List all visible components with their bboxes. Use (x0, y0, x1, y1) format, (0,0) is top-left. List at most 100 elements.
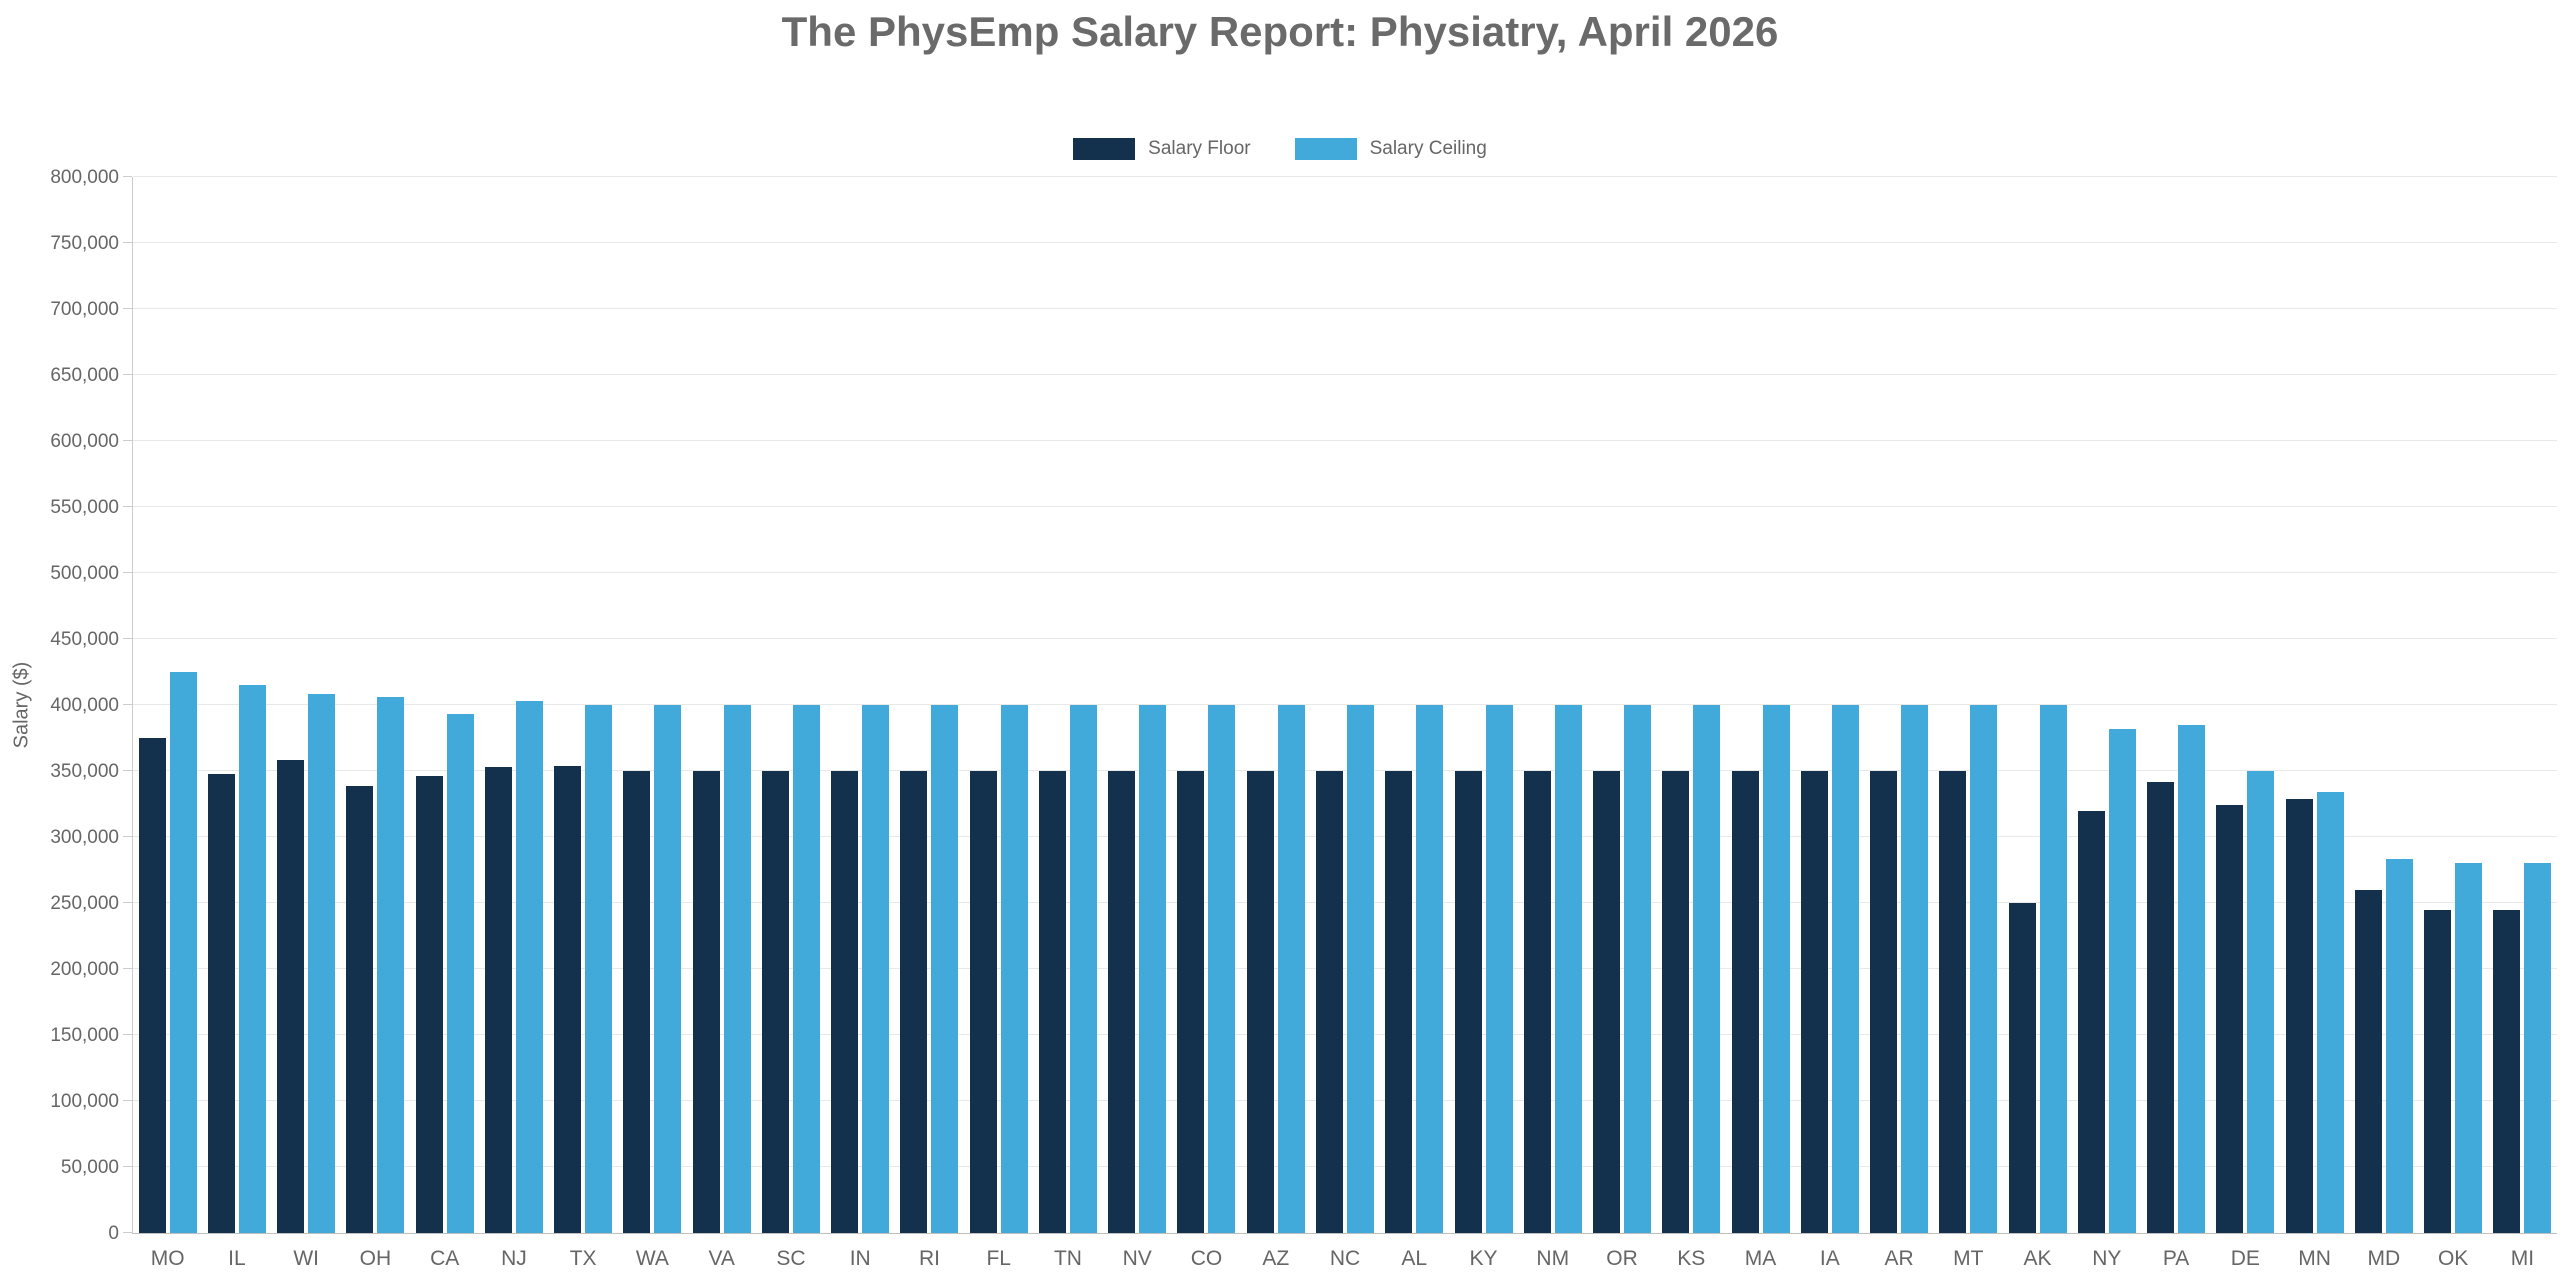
x-tick-label-CA: CA (430, 1247, 460, 1270)
bar-group-NJ (479, 177, 548, 1233)
gridline (133, 902, 2557, 903)
x-tick-label-IL: IL (228, 1247, 246, 1270)
y-tick-label: 400,000 (50, 694, 119, 716)
bar-group-IA (1795, 177, 1864, 1233)
bar-group-KY (1449, 177, 1518, 1233)
bar-floor-WA (623, 771, 651, 1233)
legend-item-salary-floor: Salary Floor (1073, 138, 1251, 160)
y-tick-label: 350,000 (50, 760, 119, 782)
y-tick-label: 550,000 (50, 496, 119, 518)
bar-group-IN (826, 177, 895, 1233)
y-axis-tick (123, 374, 132, 375)
bar-floor-MI (2493, 909, 2521, 1233)
chart-title: The PhysEmp Salary Report: Physiatry, Ap… (781, 8, 1779, 55)
bar-ceiling-OR (1624, 705, 1652, 1233)
bar-ceiling-IN (862, 705, 890, 1233)
x-tick-label-MO: MO (150, 1247, 185, 1270)
x-tick-label-CO: CO (1190, 1247, 1223, 1270)
bar-group-MT (1934, 177, 2003, 1233)
bar-ceiling-IL (238, 685, 266, 1233)
y-axis-tick (123, 176, 132, 177)
bar-ceiling-MT (1970, 705, 1998, 1233)
y-tick-label: 100,000 (50, 1090, 119, 1112)
y-tick-label: 50,000 (60, 1156, 119, 1178)
bar-floor-FL (969, 771, 997, 1233)
gridline (133, 374, 2557, 375)
y-axis-tick (123, 1034, 132, 1035)
y-tick-label: 750,000 (50, 232, 119, 254)
bar-floor-TX (554, 765, 582, 1233)
x-tick-label-MI: MI (2510, 1247, 2535, 1270)
y-axis-tick (123, 968, 132, 969)
bar-floor-AR (1870, 771, 1898, 1233)
x-tick-label-NV: NV (1122, 1247, 1152, 1270)
bar-floor-TN (1038, 771, 1066, 1233)
bar-floor-AL (1385, 771, 1413, 1233)
bar-ceiling-NV (1139, 705, 1167, 1233)
bar-ceiling-WI (308, 694, 336, 1233)
bar-group-MA (1726, 177, 1795, 1233)
x-tick-label-AR: AR (1884, 1247, 1914, 1270)
bar-ceiling-KS (1693, 705, 1721, 1233)
bar-ceiling-TX (585, 705, 613, 1233)
bar-ceiling-MI (2524, 863, 2552, 1233)
bar-ceiling-OK (2455, 863, 2483, 1233)
x-tick-label-NY: NY (2092, 1247, 2122, 1270)
bar-floor-NY (2077, 810, 2105, 1233)
bar-floor-KS (1662, 771, 1690, 1233)
y-tick-label: 0 (108, 1222, 119, 1244)
bar-group-NM (1518, 177, 1587, 1233)
x-tick-label-NM: NM (1536, 1247, 1570, 1270)
bar-ceiling-VA (723, 705, 751, 1233)
bar-ceiling-WA (654, 705, 682, 1233)
y-tick-label: 600,000 (50, 430, 119, 452)
x-tick-label-MT: MT (1953, 1247, 1984, 1270)
x-tick-label-WI: WI (293, 1247, 319, 1270)
bar-ceiling-MO (169, 672, 197, 1233)
y-axis-tick (123, 770, 132, 771)
bar-ceiling-AL (1416, 705, 1444, 1233)
bar-ceiling-NY (2108, 728, 2136, 1233)
bar-group-OH (341, 177, 410, 1233)
bar-group-SC (756, 177, 825, 1233)
gridline (133, 770, 2557, 771)
y-axis-tick (123, 506, 132, 507)
bar-group-NC (1310, 177, 1379, 1233)
bar-group-IL (202, 177, 271, 1233)
y-tick-label: 200,000 (50, 958, 119, 980)
x-tick-label-OH: OH (359, 1247, 392, 1270)
bar-floor-OK (2424, 909, 2452, 1233)
gridline (133, 506, 2557, 507)
x-tick-label-FL: FL (986, 1247, 1011, 1270)
bar-ceiling-AZ (1277, 705, 1305, 1233)
bar-floor-NJ (484, 767, 512, 1233)
x-tick-label-AL: AL (1401, 1247, 1428, 1270)
x-tick-label-NJ: NJ (501, 1247, 527, 1270)
x-tick-label-WA: WA (635, 1247, 669, 1270)
gridline (133, 968, 2557, 969)
y-tick-label: 800,000 (50, 166, 119, 188)
bar-group-AL (1380, 177, 1449, 1233)
bar-floor-KY (1454, 771, 1482, 1233)
x-tick-label-DE: DE (2230, 1247, 2260, 1270)
bar-group-OK (2418, 177, 2487, 1233)
y-tick-label: 450,000 (50, 628, 119, 650)
y-axis-tick (123, 572, 132, 573)
y-axis-tick (123, 638, 132, 639)
bar-ceiling-PA (2178, 724, 2206, 1233)
x-tick-label-MN: MN (2298, 1247, 2331, 1270)
legend-item-salary-ceiling: Salary Ceiling (1294, 138, 1487, 160)
bar-ceiling-SC (792, 705, 820, 1233)
bar-floor-AZ (1246, 771, 1274, 1233)
bar-ceiling-AR (1901, 705, 1929, 1233)
bar-group-MI (2488, 177, 2557, 1233)
bar-ceiling-CA (446, 714, 474, 1233)
x-tick-label-NC: NC (1329, 1247, 1361, 1270)
bar-group-CA (410, 177, 479, 1233)
salary-floor-swatch-icon (1073, 138, 1136, 160)
legend-label-salary-ceiling: Salary Ceiling (1369, 138, 1487, 159)
bar-ceiling-MD (2385, 859, 2413, 1233)
y-axis-tick (123, 836, 132, 837)
y-tick-label: 300,000 (50, 826, 119, 848)
y-tick-label: 500,000 (50, 562, 119, 584)
